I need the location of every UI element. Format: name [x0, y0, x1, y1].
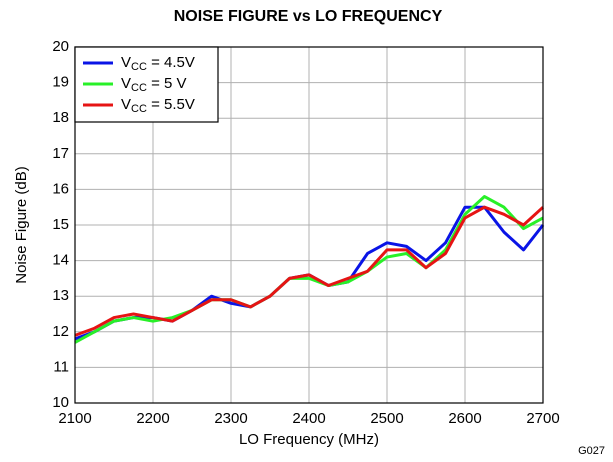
y-tick-label: 11 [53, 358, 69, 375]
x-axis-label: LO Frequency (MHz) [239, 431, 379, 448]
x-tick-label: 2700 [526, 410, 559, 427]
series-line [74, 195, 544, 344]
legend-label: VCC = 5 V [121, 75, 187, 94]
x-tick-label: 2400 [292, 410, 325, 427]
legend-label: VCC = 5.5V [121, 96, 195, 115]
y-tick-label: 17 [52, 145, 69, 162]
x-tick-label: 2100 [58, 410, 91, 427]
y-tick-label: 10 [52, 394, 69, 411]
plot-frame [74, 46, 544, 404]
legend-label: VCC = 4.5V [121, 54, 195, 73]
chart-title: NOISE FIGURE vs LO FREQUENCY [174, 8, 443, 25]
series-line [74, 205, 545, 337]
x-tick-label: 2300 [214, 410, 247, 427]
x-tick-label: 2600 [448, 410, 481, 427]
figure-id: G027 [578, 445, 605, 457]
legend: VCC = 4.5V VCC = 5 V VCC = 5.5V [74, 46, 219, 123]
x-tick-label: 2500 [370, 410, 403, 427]
y-axis-label: Noise Figure (dB) [13, 166, 30, 284]
y-tick-label: 20 [52, 38, 69, 55]
y-tick-label: 13 [52, 287, 69, 304]
y-tick-label: 16 [52, 180, 69, 197]
x-tick-label: 2200 [136, 410, 169, 427]
y-tick-label: 12 [52, 323, 69, 340]
y-tick-label: 15 [52, 216, 69, 233]
y-tick-label: 14 [52, 252, 69, 269]
y-tick-label: 19 [52, 74, 69, 91]
y-tick-label: 18 [52, 109, 69, 126]
